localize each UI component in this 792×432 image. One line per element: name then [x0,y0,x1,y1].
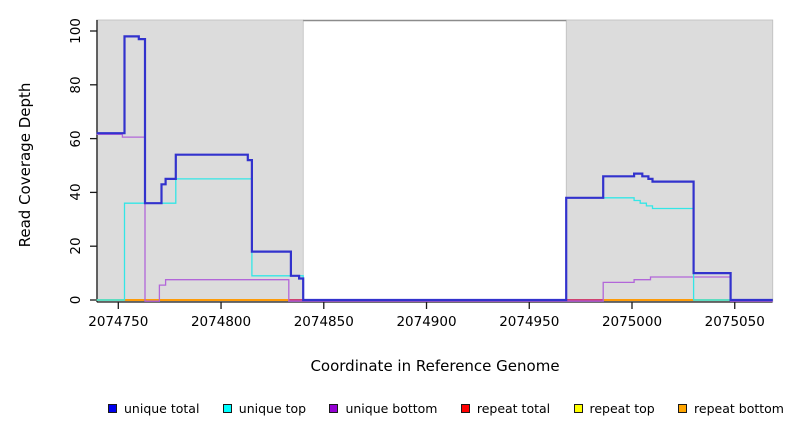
y-tick-label: 20 [68,237,84,255]
legend-label: unique bottom [345,400,438,416]
x-tick-label: 2074750 [88,314,149,330]
y-tick-label: 80 [68,76,84,94]
y-tick-label: 100 [68,18,84,44]
y-axis-title: Read Coverage Depth [16,82,34,248]
y-tick-label: 0 [68,295,84,305]
series-unique-total [96,35,773,302]
x-tick-label: 2075050 [704,314,765,330]
legend-label: repeat bottom [694,400,784,416]
shaded-region [96,19,304,303]
legend-item: unique bottom [329,400,438,416]
x-tick-label: 2074900 [396,314,457,330]
y-tick-label: 40 [68,183,84,201]
legend-item: unique total [108,401,199,416]
legend-label: unique top [238,400,307,416]
legend-item: repeat top [573,400,655,416]
legend-swatch-icon [460,403,470,413]
legend-item: repeat bottom [678,401,784,416]
legend-swatch-icon [329,403,339,413]
legend: unique total unique top unique bottom repea… [108,398,784,418]
x-axis-title: Coordinate in Reference Genome [310,357,560,375]
y-tick-label: 60 [68,130,84,148]
x-tick-label: 2074800 [190,314,252,330]
legend-swatch-icon [222,403,232,413]
legend-swatch-icon [573,403,583,413]
legend-swatch-icon [678,403,688,413]
shaded-region [565,19,774,303]
x-tick-label: 2075000 [601,314,663,330]
legend-label: repeat top [589,400,655,416]
legend-label: unique total [124,400,200,416]
legend-item: unique top [222,400,307,416]
legend-item: repeat total [460,400,551,416]
x-tick-label: 2074950 [499,314,560,330]
legend-swatch-icon [108,403,117,413]
x-tick-label: 2074850 [293,314,354,330]
legend-label: repeat total [476,400,551,416]
